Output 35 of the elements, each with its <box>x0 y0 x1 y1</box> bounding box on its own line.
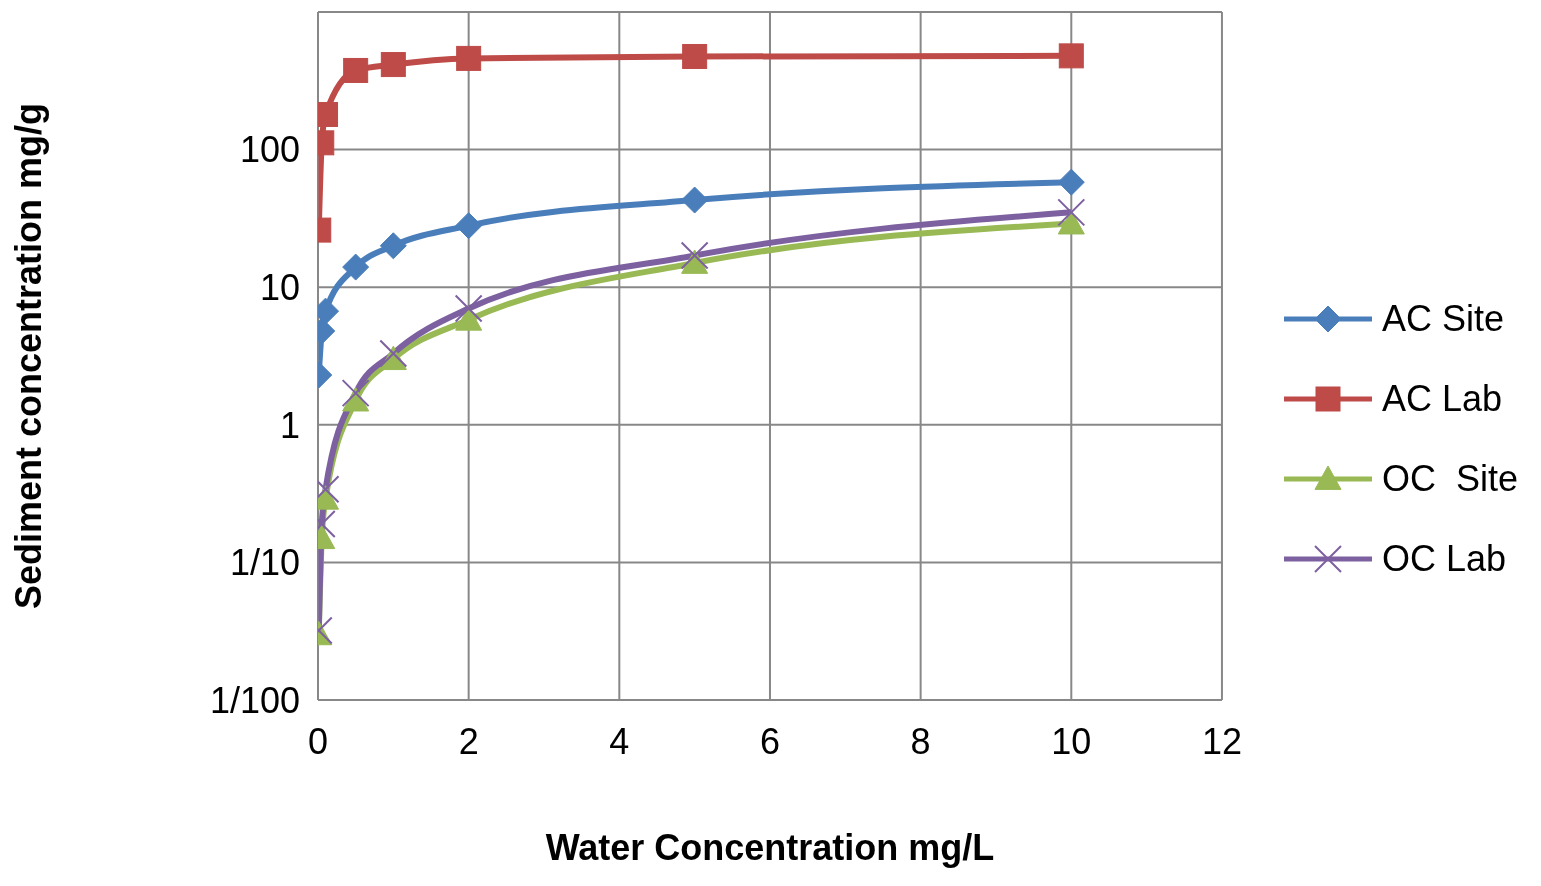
point <box>680 241 709 270</box>
x-tick-label: 8 <box>910 720 931 762</box>
point <box>1057 198 1086 227</box>
legend-label: OC Lab <box>1381 538 1507 580</box>
legend-label: OC Site <box>1381 458 1518 500</box>
y-tick-label: 1/10 <box>229 542 300 584</box>
legend-label: AC Site <box>1381 298 1504 340</box>
y-tick-label: 1 <box>279 404 300 446</box>
point <box>380 52 406 78</box>
y-tick-label: 100 <box>239 129 300 171</box>
x-axis-title: Water Concentration mg/L <box>545 827 995 868</box>
x-tick-label: 12 <box>1201 720 1242 762</box>
point <box>455 306 483 331</box>
y-tick-label: 10 <box>259 266 300 308</box>
point <box>455 212 483 240</box>
point <box>681 186 709 214</box>
point <box>379 339 408 368</box>
x-tick-label: 4 <box>609 720 630 762</box>
point <box>456 45 482 71</box>
point <box>1058 43 1084 69</box>
point <box>343 57 369 83</box>
y-tick-label: 1/100 <box>209 679 300 721</box>
x-tick-label: 0 <box>307 720 329 762</box>
x-tick-label: 6 <box>759 720 780 762</box>
point <box>454 294 483 323</box>
point <box>342 253 370 281</box>
point <box>1057 168 1085 196</box>
point <box>682 43 708 69</box>
point <box>379 232 407 260</box>
legend-label: AC Lab <box>1381 378 1503 420</box>
point <box>1057 210 1085 235</box>
x-tick-label: 2 <box>458 720 479 762</box>
y-axis-title: Sediment concentration mg/g <box>7 102 49 610</box>
point <box>341 379 370 408</box>
x-tick-label: 10 <box>1051 720 1092 762</box>
